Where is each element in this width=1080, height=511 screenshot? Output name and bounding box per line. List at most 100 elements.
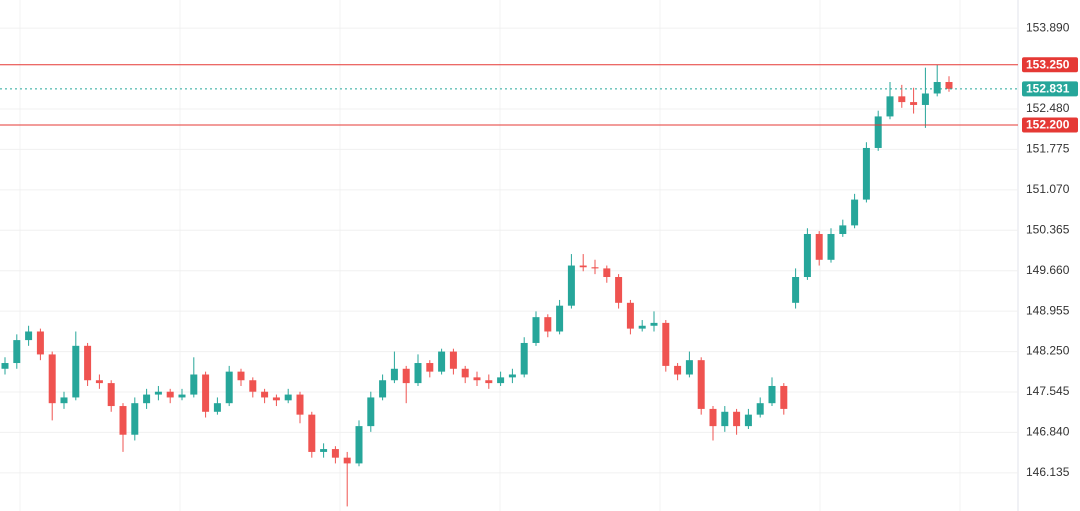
candle-body <box>355 426 363 464</box>
candle-body <box>756 403 764 415</box>
candle-body <box>402 368 410 384</box>
candle-body <box>485 380 493 384</box>
candle-body <box>119 406 127 435</box>
candle-body <box>48 354 56 404</box>
candle-body <box>95 380 103 384</box>
candle-body <box>414 363 422 384</box>
candle-body <box>72 345 80 398</box>
candle-body <box>143 394 151 404</box>
candle-body <box>933 82 941 94</box>
y-tick-label: 152.480 <box>1026 101 1070 115</box>
candle-body <box>839 225 847 234</box>
candle-body <box>851 199 859 226</box>
candle-body <box>744 414 752 427</box>
candle-body <box>862 147 870 200</box>
candle-body <box>367 397 375 427</box>
candle-body <box>792 277 800 303</box>
candle-body <box>343 457 351 464</box>
candle-body <box>674 365 682 375</box>
candle-body <box>945 82 953 89</box>
candle-body <box>190 374 198 395</box>
candle-body <box>626 302 634 329</box>
candle-body <box>461 368 469 378</box>
price-label-bg <box>1022 81 1078 97</box>
candle-body <box>178 394 186 398</box>
candle-body <box>331 449 339 458</box>
y-tick-label: 149.660 <box>1026 263 1070 277</box>
candle-body <box>827 233 835 260</box>
candle-body <box>567 265 575 306</box>
candle-body <box>1 363 9 369</box>
candle-body <box>697 360 705 409</box>
candle-body <box>202 374 210 412</box>
candle-body <box>579 265 587 268</box>
candle-body <box>508 374 516 378</box>
candle-body <box>803 233 811 278</box>
price-label: 152.831 <box>1026 82 1070 96</box>
candle-body <box>249 380 257 392</box>
candle-body <box>910 102 918 105</box>
candle-body <box>166 391 174 398</box>
candle-body <box>874 116 882 148</box>
candle-body <box>426 363 434 372</box>
candle-body <box>390 368 398 381</box>
vertical-grid <box>19 0 961 511</box>
candle-body <box>603 268 611 278</box>
candle-body <box>473 377 481 381</box>
y-tick-label: 146.135 <box>1026 465 1070 479</box>
candle-body <box>13 340 21 364</box>
price-label: 153.250 <box>1026 57 1070 71</box>
candle-body <box>898 96 906 103</box>
candle-body <box>25 331 33 341</box>
candle-body <box>131 403 139 435</box>
candle-body <box>308 414 316 452</box>
candle-body <box>84 345 92 381</box>
candle-body <box>768 385 776 404</box>
candle-body <box>379 380 387 398</box>
candle-body <box>709 408 717 427</box>
price-label: 152.200 <box>1026 118 1070 132</box>
candle-body <box>320 449 328 452</box>
candle-body <box>815 233 823 260</box>
y-tick-label: 147.545 <box>1026 384 1070 398</box>
candle-body <box>36 331 44 355</box>
candle-body <box>237 371 245 381</box>
candle-body <box>685 360 693 375</box>
price-label-bg <box>1022 117 1078 133</box>
candle-body <box>438 351 446 372</box>
candle-body <box>733 411 741 427</box>
candle-body <box>60 397 68 404</box>
candle-body <box>107 383 115 407</box>
y-tick-label: 146.840 <box>1026 425 1070 439</box>
candle-body <box>449 351 457 369</box>
y-tick-label: 148.955 <box>1026 303 1070 317</box>
candle-body <box>780 385 788 409</box>
y-tick-label: 151.775 <box>1026 142 1070 156</box>
candle-body <box>591 267 599 269</box>
candle-body <box>296 394 304 415</box>
candle-body <box>544 317 552 332</box>
y-tick-label: 151.070 <box>1026 182 1070 196</box>
candle-body <box>225 371 233 404</box>
candle-body <box>650 322 658 326</box>
candle-body <box>886 96 894 117</box>
y-tick-label: 148.250 <box>1026 344 1070 358</box>
y-tick-label: 150.365 <box>1026 222 1070 236</box>
candle-body <box>532 317 540 343</box>
candle-body <box>615 277 623 303</box>
y-tick-label: 153.890 <box>1026 20 1070 34</box>
candle-body <box>721 411 729 427</box>
candle-body <box>261 391 269 398</box>
candle-body <box>921 93 929 105</box>
candle-body <box>520 342 528 375</box>
candle-body <box>638 325 646 329</box>
candle-body <box>154 391 162 395</box>
candle-body <box>497 377 505 384</box>
candle-body <box>272 397 280 401</box>
candle-body <box>213 403 221 412</box>
price-label-bg <box>1022 57 1078 73</box>
candle-body <box>662 322 670 366</box>
candle-body <box>556 305 564 332</box>
